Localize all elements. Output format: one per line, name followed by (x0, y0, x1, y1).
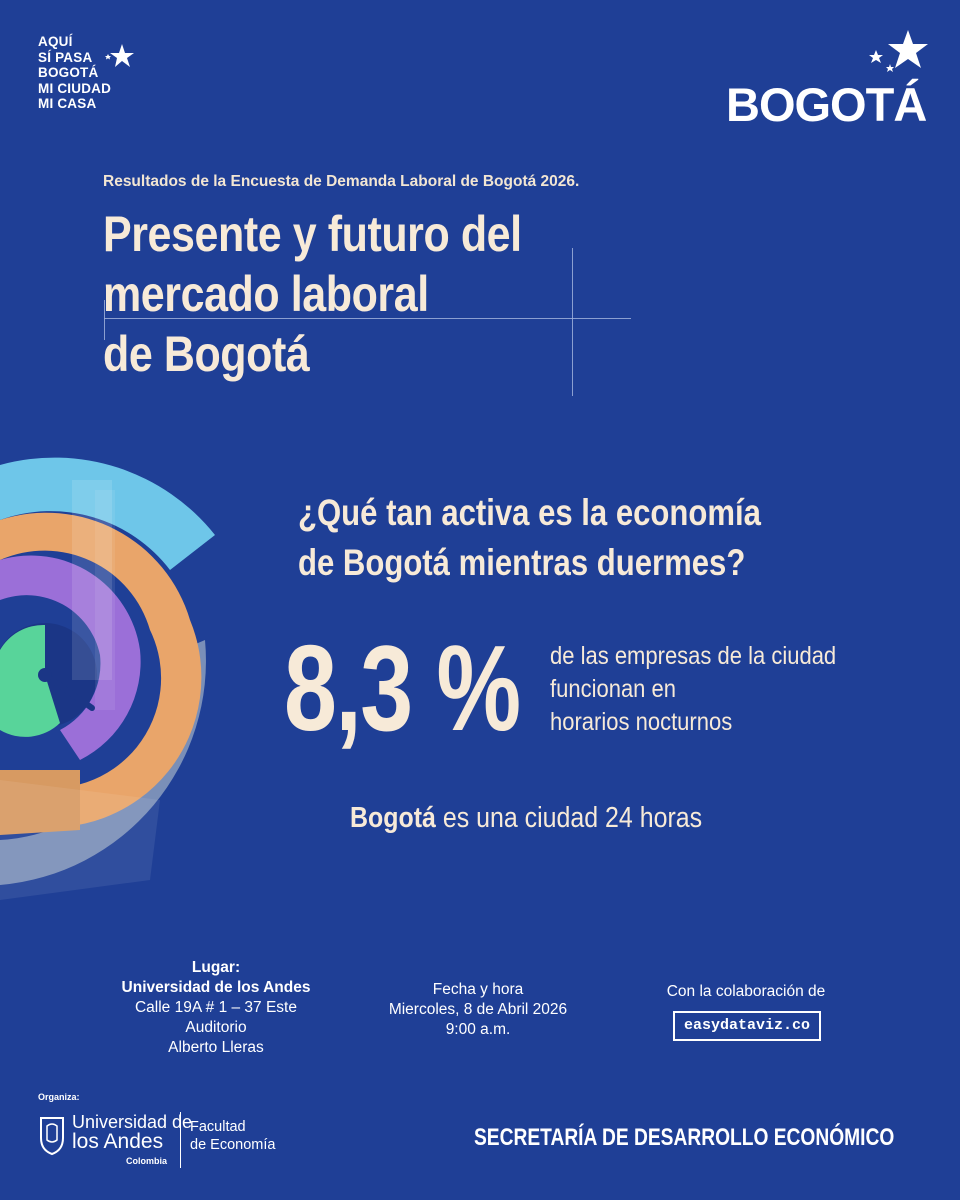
tagline-rest: es una ciudad 24 horas (435, 802, 703, 834)
skyscraper (72, 480, 112, 680)
faculty-line: Facultad (190, 1119, 246, 1135)
decor-left-tick (104, 300, 105, 340)
place-address: Calle 19A # 1 – 37 Este (134, 999, 297, 1016)
title-line: Presente y futuro del (103, 206, 522, 262)
stat-value: 8,3 % (284, 620, 521, 756)
uni-name-line: los Andes (72, 1130, 164, 1153)
skyscraper-2 (95, 490, 115, 710)
campaign-slogan: AQUÍ SÍ PASA BOGOTÁ MI CIUDAD MI CASA (38, 34, 168, 112)
page-title: Presente y futuro del mercado laboral de… (103, 204, 623, 384)
clock-hand (42, 672, 95, 711)
logo-wordmark: BOGOTÁ (726, 78, 927, 131)
faculty-name: Facultad de Economía (190, 1118, 275, 1154)
slogan-line: SÍ PASA (38, 49, 93, 65)
purple-ring-arc (0, 555, 141, 760)
collaboration: Con la colaboración de (640, 982, 852, 1002)
time-value: 9:00 a.m. (445, 1021, 511, 1038)
date-label: Fecha y hora (432, 981, 524, 998)
divider (180, 1112, 181, 1168)
star-icon (105, 44, 134, 67)
stars-icon (869, 30, 928, 72)
headline-kicker: Resultados de la Encuesta de Demanda Lab… (103, 173, 580, 190)
outer-ring-arc (0, 457, 215, 570)
question-heading: ¿Qué tan activa es la economía de Bogotá… (298, 488, 898, 588)
orange-ring-arc (0, 512, 202, 828)
city-lower (0, 780, 160, 900)
faculty-line: de Economía (190, 1137, 276, 1153)
uni-country: Colombia (126, 1156, 168, 1166)
stat-desc-line: de las empresas de la ciudad (550, 642, 837, 670)
uniandes-logo: Universidad de los Andes Colombia Facult… (38, 1110, 278, 1170)
question-line: ¿Qué tan activa es la economía (298, 492, 761, 533)
date-value: Miercoles, 8 de Abril 2026 (388, 1001, 568, 1018)
collab-label: Con la colaboración de (666, 983, 826, 1000)
tagline-bold: Bogotá (350, 802, 436, 834)
stat-description: de las empresas de la ciudad funcionan e… (550, 640, 920, 739)
shield-icon (40, 1117, 64, 1156)
green-clock-wedge (0, 624, 60, 737)
place-room: Auditorio (185, 1019, 247, 1036)
slogan-line: BOGOTÁ (38, 65, 99, 80)
decor-vertical-line (572, 248, 573, 396)
secretaria-logo: SECRETARÍA DE DESARROLLO ECONÓMICO (474, 1124, 895, 1151)
place-name: Universidad de los Andes (121, 979, 311, 996)
title-line: mercado laboral (103, 266, 429, 322)
slogan-line: MI CIUDAD (38, 80, 112, 96)
uni-name: Universidad de los Andes (72, 1112, 192, 1152)
tagline: Bogotá es una ciudad 24 horas (350, 802, 702, 835)
place-room-name: Alberto Lleras (168, 1039, 264, 1056)
event-place: Lugar: Universidad de los Andes Calle 19… (88, 958, 344, 1058)
place-label: Lugar: (191, 959, 241, 976)
clock-center (38, 668, 52, 682)
event-date: Fecha y hora Miercoles, 8 de Abril 2026 … (370, 980, 586, 1040)
title-line: de Bogotá (103, 326, 310, 382)
stat-desc-line: funcionan en (550, 675, 677, 703)
orange-ring-lower (0, 770, 80, 835)
organiza-label: Organiza: (38, 1092, 80, 1102)
stat-desc-line: horarios nocturnos (550, 708, 733, 736)
city-clock-illustration (0, 457, 215, 900)
bogota-logo: BOGOTÁ (726, 28, 936, 132)
decor-horizontal-line (104, 318, 631, 319)
slogan-line: AQUÍ (38, 34, 73, 49)
question-line: de Bogotá mientras duermes? (298, 542, 746, 583)
slogan-line: MI CASA (38, 96, 97, 111)
collab-badge: easydataviz.co (673, 1011, 821, 1041)
uni-name-line: Universidad de (72, 1112, 193, 1132)
